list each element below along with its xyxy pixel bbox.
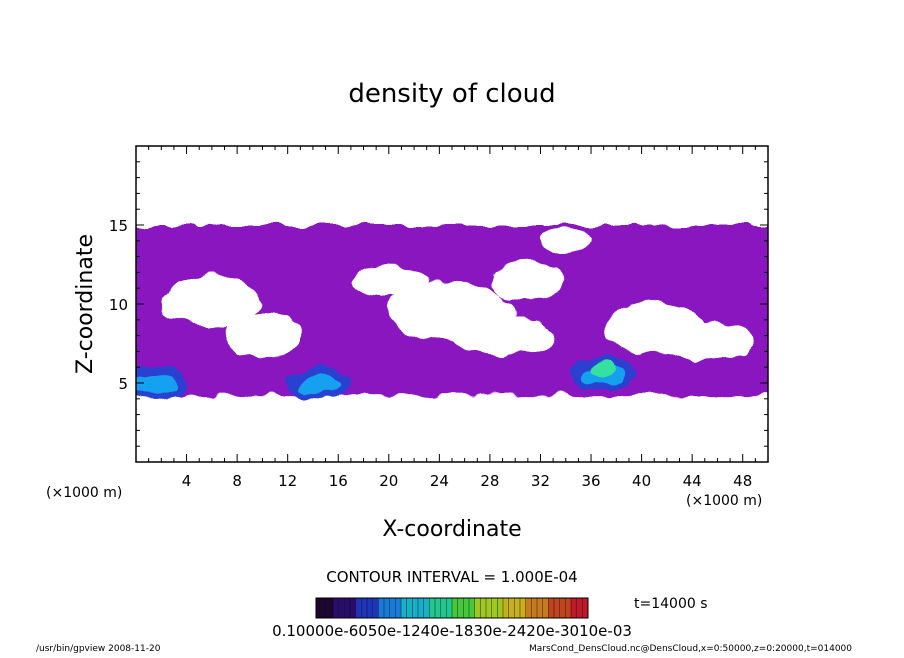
colorbar-cell xyxy=(576,598,583,618)
cloud-gap xyxy=(350,266,427,298)
y-tick-label: 5 xyxy=(118,375,128,393)
x-tick-label: 40 xyxy=(632,472,651,490)
x-unit-left: (×1000 m) xyxy=(46,485,122,501)
colorbar-cell xyxy=(423,598,430,618)
colorbar-cell xyxy=(520,598,526,618)
x-tick-label: 4 xyxy=(182,472,192,490)
footer-left: /usr/bin/gpview 2008-11-20 xyxy=(36,644,161,654)
x-tick-label: 16 xyxy=(329,472,348,490)
colorbar-cell xyxy=(508,598,515,618)
x-tick-label: 8 xyxy=(232,472,242,490)
colorbar-cell xyxy=(327,598,333,618)
colorbar-cell xyxy=(491,598,498,618)
colorbar-cell xyxy=(565,598,571,618)
x-tick-label: 20 xyxy=(379,472,398,490)
colorbar-cell xyxy=(514,598,520,618)
cloud-gap xyxy=(489,261,566,300)
colorbar-cell xyxy=(321,598,328,618)
cloud-gap xyxy=(161,275,263,327)
colorbar-cell xyxy=(406,598,413,618)
colorbar-cell xyxy=(367,598,373,618)
colorbar-cell xyxy=(582,598,588,618)
colorbar-cell xyxy=(486,598,492,618)
colorbar-cell xyxy=(469,598,475,618)
colorbar-cell xyxy=(338,598,345,618)
footer-right: MarsCond_DensCloud.nc@DensCloud,x=0:5000… xyxy=(529,644,852,654)
colorbar-cell xyxy=(372,598,379,618)
y-tick-label: 10 xyxy=(109,296,128,314)
contour-interval: CONTOUR INTERVAL = 1.000E-04 xyxy=(326,568,577,586)
colorbar-cell xyxy=(554,598,560,618)
y-tick-label: 15 xyxy=(109,217,128,235)
colorbar-cell xyxy=(531,598,537,618)
plot-area xyxy=(136,225,768,399)
colorbar-cell xyxy=(542,598,549,618)
colorbar-cell xyxy=(446,598,452,618)
colorbar-cell xyxy=(316,598,322,618)
cloud-gap xyxy=(654,322,756,361)
x-tick-label: 28 xyxy=(480,472,499,490)
cloud-gap xyxy=(540,228,592,254)
colorbar-cell xyxy=(333,598,339,618)
x-tick-label: 48 xyxy=(733,472,752,490)
colorbar-cell xyxy=(440,598,447,618)
colorbar-cell xyxy=(457,598,464,618)
chart-title: density of cloud xyxy=(348,79,555,109)
colorbar-cell xyxy=(497,598,503,618)
dense-core xyxy=(297,376,342,394)
colorbar-cell xyxy=(537,598,543,618)
x-tick-label: 32 xyxy=(531,472,550,490)
colorbar-cell xyxy=(571,598,577,618)
y-axis-label: Z-coordinate xyxy=(73,234,98,374)
x-axis-label: X-coordinate xyxy=(382,517,521,542)
colorbar-cell xyxy=(548,598,554,618)
colorbar-cell xyxy=(559,598,566,618)
colorbar-cell xyxy=(361,598,367,618)
x-tick-label: 24 xyxy=(430,472,449,490)
x-tick-label: 36 xyxy=(581,472,600,490)
colorbar-cell xyxy=(384,598,390,618)
colorbar-cell xyxy=(480,598,486,618)
x-tick-label: 12 xyxy=(278,472,297,490)
colorbar-cell xyxy=(401,598,407,618)
colorbar-cell xyxy=(350,598,356,618)
colorbar-cell xyxy=(378,598,384,618)
x-tick-label: 44 xyxy=(683,472,702,490)
colorbar-cell xyxy=(452,598,458,618)
colorbar-cell xyxy=(503,598,509,618)
cloud-gap xyxy=(224,313,301,358)
colorbar-cell xyxy=(418,598,424,618)
colorbar-cell xyxy=(435,598,441,618)
colorbar-cell xyxy=(463,598,469,618)
colorbar-cell xyxy=(525,598,532,618)
colorbar-cell xyxy=(429,598,435,618)
colorbar-cell xyxy=(412,598,418,618)
x-unit-right: (×1000 m) xyxy=(686,493,762,509)
colorbar-frame xyxy=(315,597,589,619)
colorbar-cell xyxy=(395,598,401,618)
colorbar-cell xyxy=(474,598,481,618)
dense-core xyxy=(136,376,177,394)
colorbar xyxy=(315,598,588,618)
cloud-gap xyxy=(452,316,554,355)
time-label: t=14000 s xyxy=(634,596,708,612)
colorbar-labels: 0.10000e-6050e-1240e-1830e-2420e-3010e-0… xyxy=(272,622,632,640)
dense-peak xyxy=(591,361,616,378)
colorbar-cell xyxy=(355,598,362,618)
colorbar-cell xyxy=(344,598,350,618)
colorbar-cell xyxy=(389,598,396,618)
